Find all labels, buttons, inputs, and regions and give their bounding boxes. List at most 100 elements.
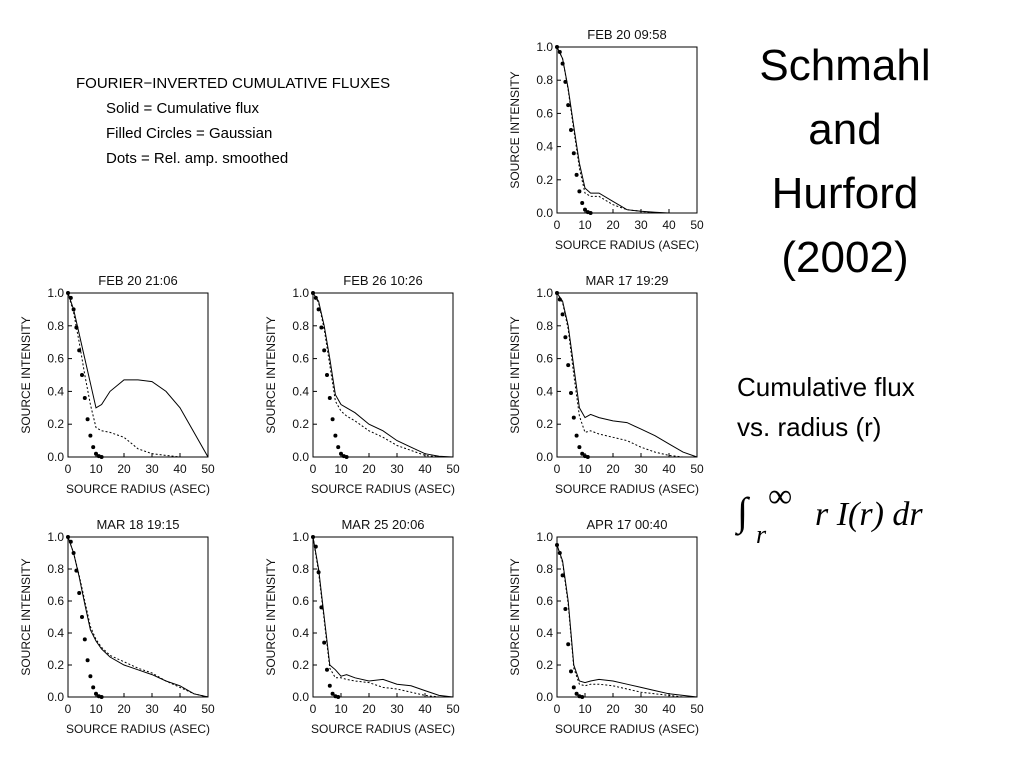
x-tick-label: 40 (173, 702, 187, 716)
x-tick-label: 20 (117, 702, 131, 716)
gaussian-point (344, 455, 349, 459)
subtitle: Cumulative flux (737, 372, 915, 402)
y-tick-label: 1.0 (47, 530, 64, 544)
y-tick-label: 0.8 (536, 319, 553, 333)
gaussian-point (557, 551, 562, 555)
x-tick-label: 0 (554, 702, 561, 716)
gaussian-point (322, 348, 327, 353)
gaussian-point (327, 683, 332, 688)
plot-frame (67, 536, 209, 698)
smoothed-amp-line (556, 292, 697, 458)
key-line: Filled Circles = Gaussian (106, 125, 272, 142)
y-tick-label: 0.6 (292, 352, 309, 366)
y-tick-label: 0.4 (536, 626, 553, 640)
y-tick-label: 0.0 (536, 450, 553, 464)
y-tick-label: 0.8 (47, 562, 64, 576)
gaussian-point (82, 395, 87, 400)
y-tick-label: 0.0 (47, 690, 64, 704)
y-tick-label: 0.2 (536, 173, 553, 187)
x-axis-label: SOURCE RADIUS (ASEC) (555, 722, 699, 736)
gaussian-point (66, 535, 70, 539)
gaussian-point (327, 395, 332, 400)
chart-title: FEB 26 10:26 (343, 273, 423, 288)
chart-title: MAR 18 19:15 (96, 517, 179, 532)
gaussian-point (574, 691, 579, 696)
x-tick-label: 30 (634, 702, 648, 716)
y-tick-label: 0.0 (47, 450, 64, 464)
x-tick-label: 50 (446, 702, 460, 716)
y-tick-label: 0.2 (47, 417, 64, 431)
gaussian-point (339, 451, 343, 456)
gaussian-point (82, 637, 87, 642)
y-tick-label: 0.6 (47, 594, 64, 608)
formula: ∫ r ∞ r I(r) dr (734, 478, 923, 549)
gaussian-point (68, 295, 73, 300)
x-tick-label: 30 (145, 462, 159, 476)
gaussian-point (560, 61, 565, 66)
x-axis-label: SOURCE RADIUS (ASEC) (66, 482, 210, 496)
x-tick-label: 20 (362, 702, 376, 716)
gaussian-point (555, 45, 559, 49)
gaussian-point (85, 417, 90, 422)
gaussian-point (325, 667, 329, 672)
gaussian-point (330, 417, 335, 422)
gaussian-point (74, 568, 79, 573)
chart: MAR 25 20:06 SOURCE RADIUS (ASEC) SOURCE I… (264, 517, 460, 736)
y-tick-label: 1.0 (536, 286, 553, 300)
x-tick-label: 50 (690, 702, 704, 716)
y-tick-label: 0.6 (536, 106, 553, 120)
gaussian-point (311, 535, 315, 539)
gaussian-point (563, 335, 568, 340)
x-tick-label: 50 (201, 702, 215, 716)
gaussian-point (313, 544, 318, 549)
y-tick-label: 0.6 (536, 594, 553, 608)
plot-frame (312, 292, 454, 458)
gaussian-point (574, 172, 579, 177)
y-axis-label: SOURCE INTENSITY (508, 71, 522, 188)
gaussian-point (66, 291, 70, 295)
chart: APR 17 00:40 SOURCE RADIUS (ASEC) SOURCE I… (508, 517, 704, 736)
x-tick-label: 40 (418, 462, 432, 476)
x-tick-label: 30 (634, 218, 648, 232)
cumulative-flux-line (556, 46, 697, 214)
smoothed-amp-line (312, 292, 453, 458)
x-tick-label: 0 (65, 462, 72, 476)
gaussian-point (333, 433, 338, 438)
gaussian-point (94, 451, 98, 456)
gaussian-point (88, 674, 93, 679)
gaussian-point (580, 201, 585, 206)
gaussian-point (566, 642, 571, 647)
gaussian-point (316, 570, 321, 575)
plot-frame (556, 46, 698, 214)
y-tick-label: 1.0 (536, 530, 553, 544)
x-tick-label: 30 (390, 702, 404, 716)
gaussian-point (557, 297, 562, 302)
gaussian-point (555, 291, 559, 295)
gaussian-point (77, 591, 82, 595)
chart: FEB 20 21:06 SOURCE RADIUS (ASEC) SOURCE I… (19, 273, 215, 496)
y-tick-label: 0.8 (47, 319, 64, 333)
gaussian-point (574, 433, 579, 438)
gaussian-point (563, 79, 568, 84)
x-tick-label: 30 (634, 462, 648, 476)
y-tick-label: 0.8 (292, 562, 309, 576)
y-axis-label: SOURCE INTENSITY (264, 316, 278, 433)
chart-title: FEB 20 21:06 (98, 273, 178, 288)
x-axis-label: SOURCE RADIUS (ASEC) (66, 722, 210, 736)
y-tick-label: 1.0 (292, 530, 309, 544)
chart-title: MAR 17 19:29 (585, 273, 668, 288)
x-axis-label: SOURCE RADIUS (ASEC) (555, 238, 699, 252)
gaussian-point (577, 189, 582, 194)
gaussian-point (311, 291, 315, 295)
key-heading: FOURIER−INVERTED CUMULATIVE FLUXES (76, 75, 390, 92)
x-tick-label: 0 (65, 702, 72, 716)
x-tick-label: 10 (334, 702, 348, 716)
x-tick-label: 10 (89, 462, 103, 476)
gaussian-point (580, 695, 585, 699)
gaussian-point (585, 455, 590, 459)
y-axis-label: SOURCE INTENSITY (19, 316, 33, 433)
cumulative-flux-line (312, 536, 454, 698)
x-tick-label: 30 (390, 462, 404, 476)
y-tick-label: 0.6 (536, 352, 553, 366)
